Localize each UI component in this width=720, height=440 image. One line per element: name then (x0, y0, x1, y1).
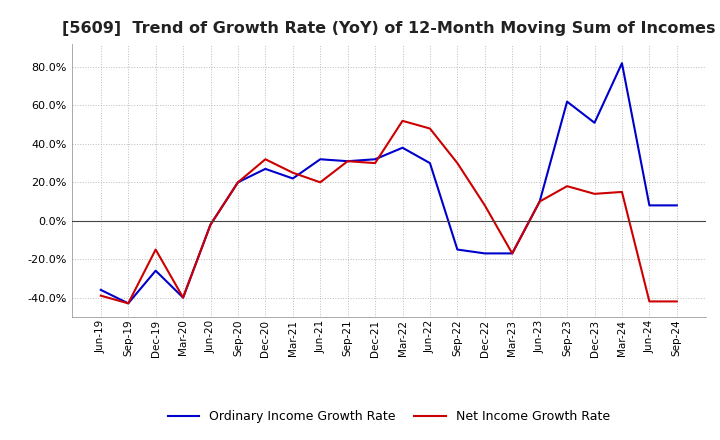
Net Income Growth Rate (179, 295, 187, 300)
Net Income Growth Rate (206, 222, 215, 227)
Net Income Growth Rate (508, 251, 516, 256)
Ordinary Income Growth Rate (672, 203, 681, 208)
Ordinary Income Growth Rate (453, 247, 462, 252)
Net Income Growth Rate (96, 293, 105, 298)
Net Income Growth Rate (398, 118, 407, 124)
Ordinary Income Growth Rate (480, 251, 489, 256)
Ordinary Income Growth Rate (590, 120, 599, 125)
Net Income Growth Rate (618, 189, 626, 194)
Ordinary Income Growth Rate (96, 287, 105, 293)
Ordinary Income Growth Rate (508, 251, 516, 256)
Ordinary Income Growth Rate (563, 99, 572, 104)
Net Income Growth Rate (371, 161, 379, 166)
Ordinary Income Growth Rate (398, 145, 407, 150)
Ordinary Income Growth Rate (151, 268, 160, 273)
Net Income Growth Rate (536, 199, 544, 204)
Ordinary Income Growth Rate (206, 222, 215, 227)
Net Income Growth Rate (590, 191, 599, 197)
Ordinary Income Growth Rate (645, 203, 654, 208)
Ordinary Income Growth Rate (289, 176, 297, 181)
Net Income Growth Rate (261, 157, 270, 162)
Title: [5609]  Trend of Growth Rate (YoY) of 12-Month Moving Sum of Incomes: [5609] Trend of Growth Rate (YoY) of 12-… (62, 21, 716, 36)
Net Income Growth Rate (453, 161, 462, 166)
Ordinary Income Growth Rate (179, 295, 187, 300)
Net Income Growth Rate (563, 183, 572, 189)
Net Income Growth Rate (316, 180, 325, 185)
Ordinary Income Growth Rate (233, 180, 242, 185)
Line: Ordinary Income Growth Rate: Ordinary Income Growth Rate (101, 63, 677, 303)
Net Income Growth Rate (672, 299, 681, 304)
Net Income Growth Rate (645, 299, 654, 304)
Legend: Ordinary Income Growth Rate, Net Income Growth Rate: Ordinary Income Growth Rate, Net Income … (163, 405, 615, 428)
Ordinary Income Growth Rate (371, 157, 379, 162)
Ordinary Income Growth Rate (426, 161, 434, 166)
Ordinary Income Growth Rate (261, 166, 270, 172)
Net Income Growth Rate (480, 203, 489, 208)
Net Income Growth Rate (289, 170, 297, 176)
Net Income Growth Rate (233, 180, 242, 185)
Net Income Growth Rate (426, 126, 434, 131)
Net Income Growth Rate (343, 158, 352, 164)
Ordinary Income Growth Rate (124, 301, 132, 306)
Ordinary Income Growth Rate (618, 61, 626, 66)
Ordinary Income Growth Rate (316, 157, 325, 162)
Ordinary Income Growth Rate (536, 199, 544, 204)
Ordinary Income Growth Rate (343, 158, 352, 164)
Line: Net Income Growth Rate: Net Income Growth Rate (101, 121, 677, 303)
Net Income Growth Rate (151, 247, 160, 252)
Net Income Growth Rate (124, 301, 132, 306)
